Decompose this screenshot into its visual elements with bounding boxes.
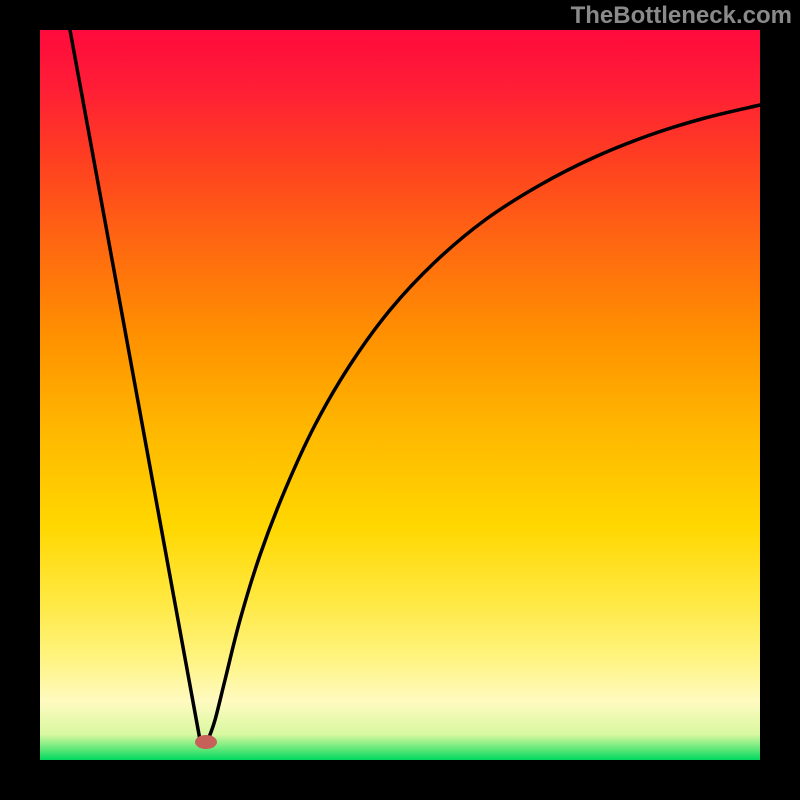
plot-background xyxy=(40,30,760,760)
chart-container: { "watermark": { "text": "TheBottleneck.… xyxy=(0,0,800,800)
minimum-marker xyxy=(195,735,217,749)
watermark-text: TheBottleneck.com xyxy=(571,2,792,30)
bottleneck-chart xyxy=(0,0,800,800)
